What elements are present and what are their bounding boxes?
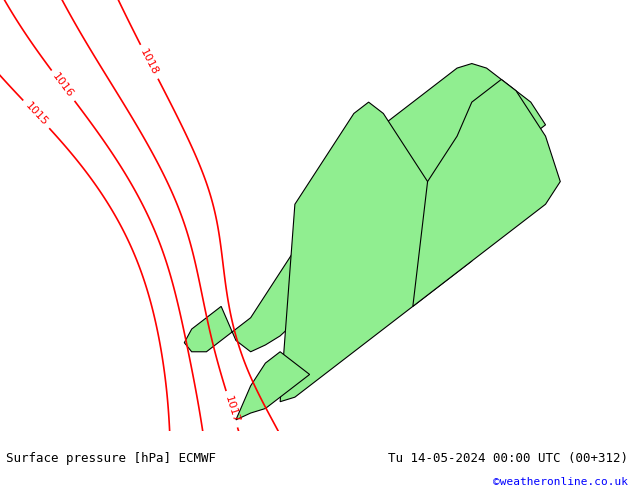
Text: Surface pressure [hPa] ECMWF: Surface pressure [hPa] ECMWF (6, 452, 216, 465)
Polygon shape (413, 79, 560, 306)
Text: 1016: 1016 (51, 72, 75, 100)
Text: Tu 14-05-2024 00:00 UTC (00+312): Tu 14-05-2024 00:00 UTC (00+312) (387, 452, 628, 465)
Text: 1018: 1018 (138, 47, 160, 76)
Text: ©weatheronline.co.uk: ©weatheronline.co.uk (493, 477, 628, 487)
Polygon shape (236, 352, 309, 420)
Polygon shape (280, 102, 472, 402)
Text: 1017: 1017 (223, 394, 241, 424)
Polygon shape (184, 64, 545, 352)
Text: 1015: 1015 (23, 100, 49, 128)
